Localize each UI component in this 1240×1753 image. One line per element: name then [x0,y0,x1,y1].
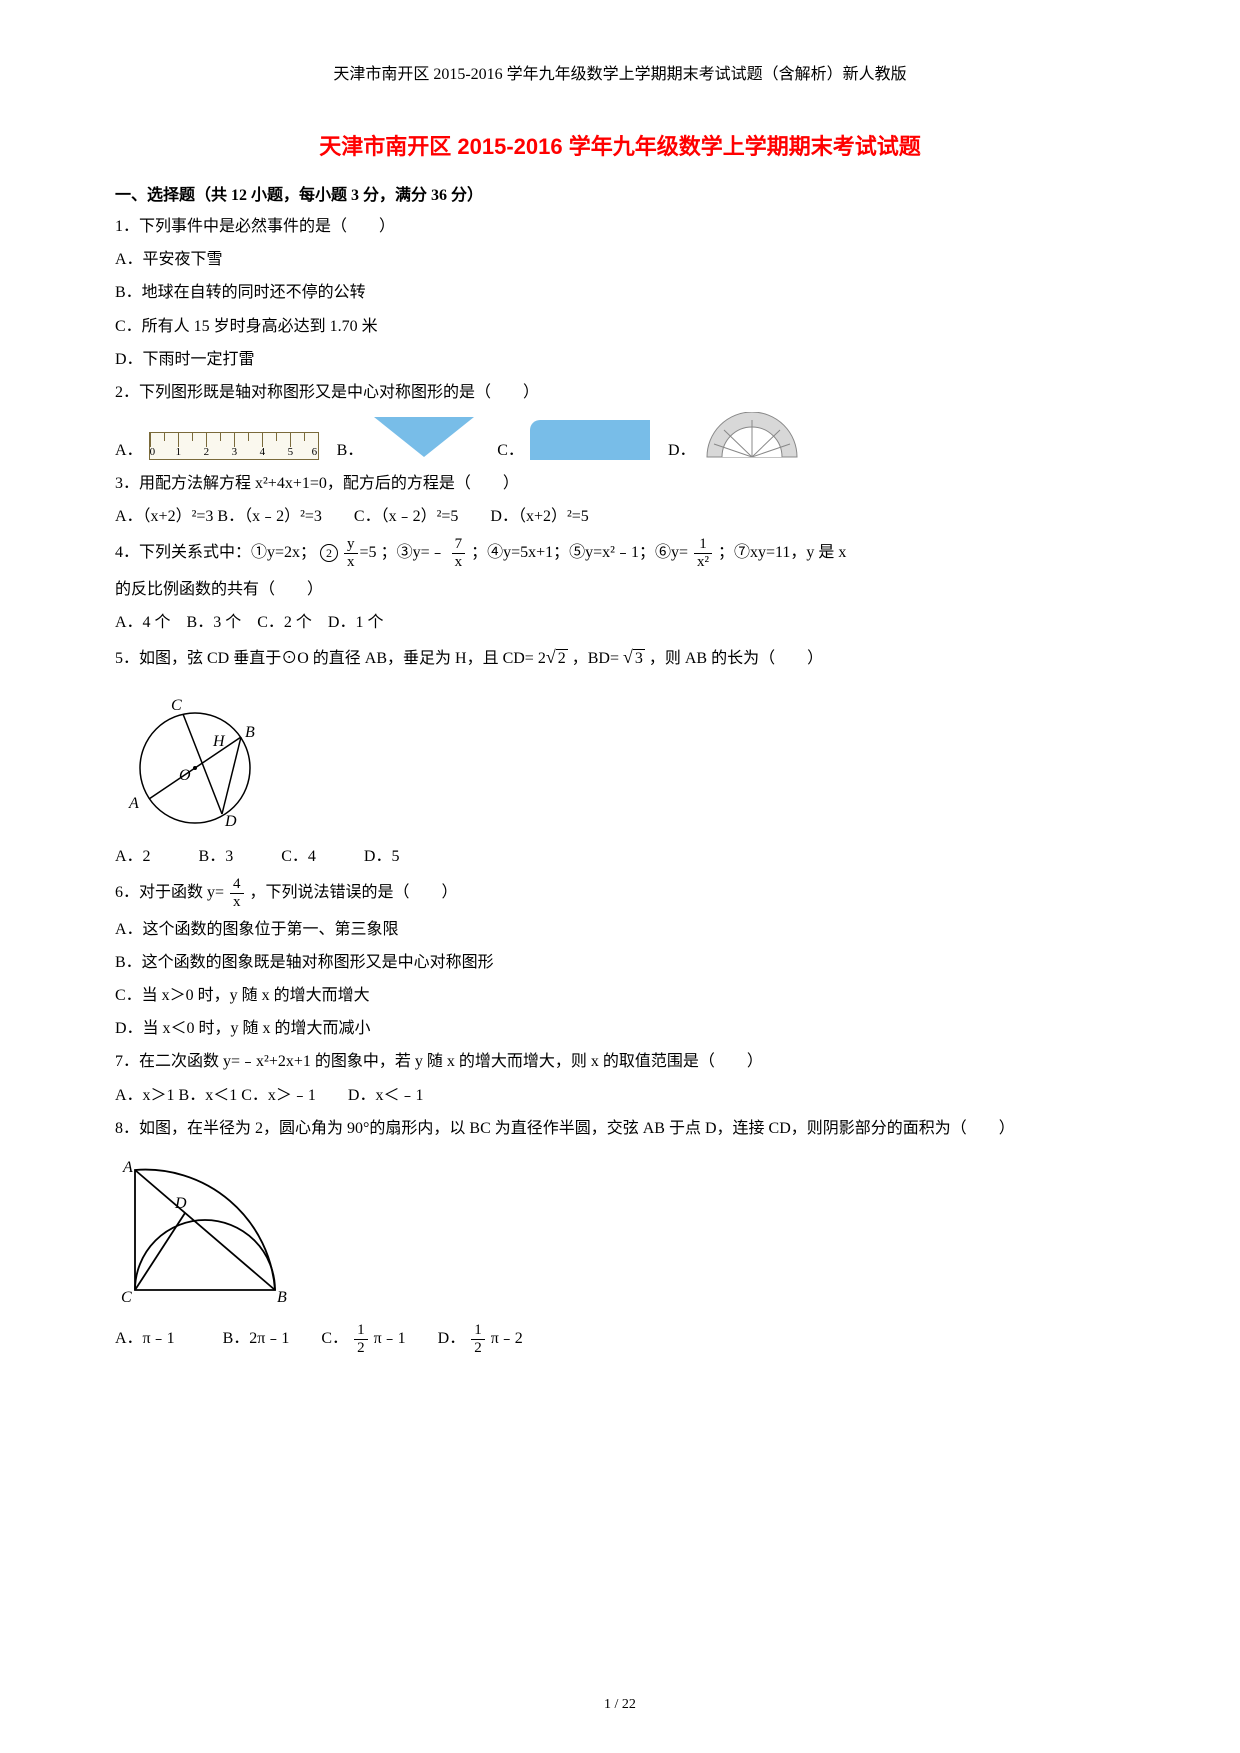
frac-icon: 12 [352,1323,370,1356]
q2-stem: 2．下列图形既是轴对称图形又是中心对称图形的是（ ） [115,379,1125,406]
q8-opts-p1: A．π﹣1 B．2π﹣1 C． [115,1330,348,1347]
ruler-num: 5 [288,446,294,458]
q2-opt-d-label: D． [668,436,696,460]
q3-options: A．（x+2）²=3 B．（x﹣2）²=3 C．（x﹣2）²=5 D．（x+2）… [115,503,1125,530]
q6-p1: 6．对于函数 y= [115,884,224,901]
q8-diagram: A B C D [115,1150,1125,1315]
q2-image-options: A． 0 1 2 3 4 5 6 B． [115,412,1125,460]
svg-text:A: A [128,795,139,812]
svg-text:B: B [277,1289,287,1306]
q6-opt-c: C．当 x＞0 时，y 随 x 的增大而增大 [115,982,1125,1009]
ruler-num: 4 [260,446,266,458]
q8-stem: 8．如图，在半径为 2，圆心角为 90°的扇形内，以 BC 为直径作半圆，交弦 … [115,1115,1125,1142]
q2-opt-b-label: B． [337,436,364,460]
page-number: 1 / 22 [0,1697,1240,1713]
protractor-icon [702,412,802,460]
q4-stem-line2: 的反比例函数的共有（ ） [115,576,1125,603]
ruler-num: 2 [204,446,210,458]
q6-opt-a: A．这个函数的图象位于第一、第三象限 [115,916,1125,943]
q1-opt-a: A．平安夜下雪 [115,246,1125,273]
q6-opt-b: B．这个函数的图象既是轴对称图形又是中心对称图形 [115,949,1125,976]
q2-opt-c-label: C． [497,436,524,460]
exam-title: 天津市南开区 2015-2016 学年九年级数学上学期期末考试试题 [115,129,1125,161]
q2-opt-d: D． [668,412,802,460]
svg-text:D: D [174,1195,187,1212]
q2-opt-b: B． [337,412,480,460]
q1-opt-b: B．地球在自转的同时还不停的公转 [115,279,1125,306]
frac-icon: 7x [450,537,468,570]
q5-diagram: A B C D H O [115,680,1125,835]
svg-text:B: B [245,724,255,741]
q1-stem: 1．下列事件中是必然事件的是（ ） [115,213,1125,240]
q6-opt-d: D．当 x＜0 时，y 随 x 的增大而减小 [115,1015,1125,1042]
q1-opt-c: C．所有人 15 岁时身高必达到 1.70 米 [115,313,1125,340]
svg-text:D: D [224,813,237,830]
q7-stem: 7．在二次函数 y=﹣x²+2x+1 的图象中，若 y 随 x 的增大而增大，则… [115,1048,1125,1075]
svg-text:H: H [212,733,226,750]
q2-opt-a-label: A． [115,436,143,460]
q6-p2: ，下列说法错误的是（ ） [250,884,458,901]
svg-text:C: C [171,697,182,714]
page-header: 天津市南开区 2015-2016 学年九年级数学上学期期末考试试题（含解析）新人… [115,60,1125,84]
ruler-num: 0 [150,446,156,458]
q4-p4: ；④y=5x+1；⑤y=x²﹣1；⑥y= [471,544,688,561]
ruler-icon: 0 1 2 3 4 5 6 [149,432,319,460]
q4-options: A．4 个 B．3 个 C．2 个 D．1 个 [115,609,1125,636]
section-heading: 一、选择题（共 12 小题，每小题 3 分，满分 36 分） [115,181,1125,205]
q6-stem: 6．对于函数 y= 4x ，下列说法错误的是（ ） [115,877,1125,910]
q5-options: A．2 B．3 C．4 D．5 [115,843,1125,870]
q5-p2: ，BD= [572,650,619,667]
q4-stem: 4．下列关系式中：①y=2x； 2 yx=5 ；③y=﹣ 7x ；④y=5x+1… [115,537,1125,570]
frac-icon: yx [342,537,360,570]
q8-opts-c2: π﹣1 D． [374,1330,466,1347]
q2-opt-a: A． 0 1 2 3 4 5 6 [115,432,319,460]
ruler-num: 6 [312,446,318,458]
sqrt-icon: √3 [623,642,645,673]
square-icon [530,420,650,460]
frac-icon: 4x [228,877,246,910]
q5-p1: 5．如图，弦 CD 垂直于⊙O 的直径 AB，垂足为 H，且 CD= [115,650,534,667]
frac-icon: 1x² [692,537,714,570]
vshape-icon [369,412,479,460]
svg-text:C: C [121,1289,132,1306]
q8-opts-d2: π﹣2 [491,1330,523,1347]
q5-p3: ，则 AB 的长为（ ） [649,650,823,667]
ruler-num: 3 [232,446,238,458]
q2-opt-c: C． [497,420,650,460]
ruler-num: 1 [176,446,182,458]
q4-p1: 4．下列关系式中：①y=2x； [115,544,316,561]
q4-p3: ；③y=﹣ [381,544,446,561]
q3-stem: 3．用配方法解方程 x²+4x+1=0，配方后的方程是（ ） [115,470,1125,497]
svg-text:A: A [122,1159,133,1176]
svg-text:O: O [179,767,191,784]
q4-p5: ；⑦xy=11，y 是 x [718,544,846,561]
sqrt-icon: 2√2 [538,650,568,667]
num-circled-icon: 2 [320,544,338,562]
q5-stem: 5．如图，弦 CD 垂直于⊙O 的直径 AB，垂足为 H，且 CD= 2√2 ，… [115,642,1125,673]
q8-options: A．π﹣1 B．2π﹣1 C． 12 π﹣1 D． 12 π﹣2 [115,1323,1125,1356]
q7-options: A．x＞1 B．x＜1 C．x＞﹣1 D．x＜﹣1 [115,1082,1125,1109]
frac-icon: 12 [469,1323,487,1356]
q1-opt-d: D．下雨时一定打雷 [115,346,1125,373]
